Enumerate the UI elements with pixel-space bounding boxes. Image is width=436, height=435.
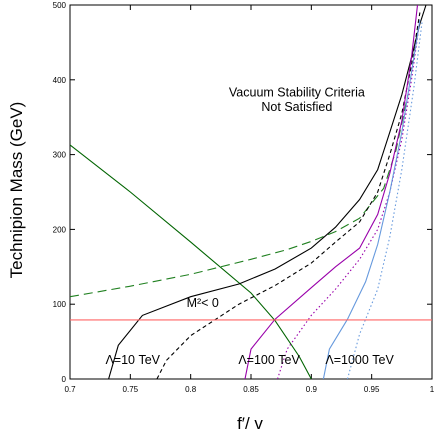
series-line-7 <box>346 19 423 379</box>
series-line-5 <box>276 19 421 379</box>
y-tick-label: 200 <box>53 225 67 234</box>
annotation-1: Not Satisfied <box>261 100 332 114</box>
x-tick-label: 0.95 <box>364 385 380 394</box>
series-line-0 <box>70 144 312 379</box>
series-line-4 <box>244 5 419 379</box>
x-tick-label: 0.75 <box>123 385 139 394</box>
series-lines <box>70 5 432 379</box>
x-axis-label: f′/ v <box>237 414 263 433</box>
x-tick-label: 0.9 <box>306 385 318 394</box>
annotation-5: Λ=1000 TeV <box>325 353 394 367</box>
series-line-1 <box>70 94 409 298</box>
y-tick-label: 0 <box>62 375 67 384</box>
y-tick-label: 300 <box>53 151 67 160</box>
series-line-6 <box>322 19 421 379</box>
x-tick-label: 1 <box>430 385 435 394</box>
x-tick-label: 0.8 <box>185 385 197 394</box>
y-tick-label: 100 <box>53 300 67 309</box>
annotation-4: Λ=100 TeV <box>238 353 300 367</box>
y-axis-label: Technipion Mass (GeV) <box>7 102 26 279</box>
x-tick-label: 0.85 <box>243 385 259 394</box>
annotation-2: M²< 0 <box>187 296 219 310</box>
x-tick-label: 0.7 <box>64 385 76 394</box>
y-tick-label: 500 <box>53 1 67 10</box>
annotation-3: Λ=10 TeV <box>105 353 160 367</box>
series-line-3 <box>156 12 421 379</box>
axis-ticks: 0.7 0.75 0.8 0.85 0.9 0.95 1 0 100 200 300 400 500 <box>53 1 435 394</box>
annotation-0: Vacuum Stability Criteria <box>229 85 365 99</box>
y-tick-label: 400 <box>53 76 67 85</box>
series-line-2 <box>108 5 427 379</box>
